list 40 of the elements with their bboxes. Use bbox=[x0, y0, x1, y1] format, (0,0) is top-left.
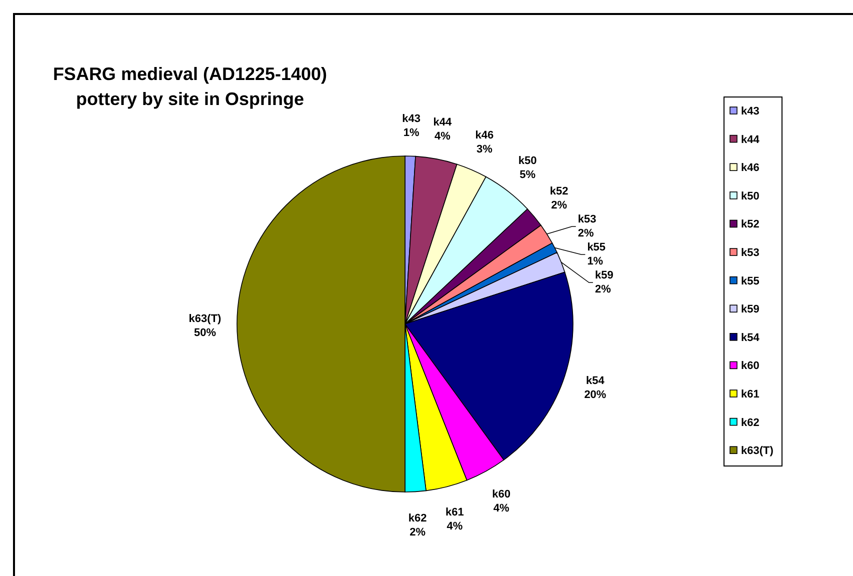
slice-label: k44 bbox=[433, 116, 453, 129]
slice-label: k55 bbox=[587, 242, 606, 254]
legend-label: k63(T) bbox=[741, 445, 774, 458]
chart-title: FSARG medieval (AD1225-1400) pottery by site in Ospringe bbox=[52, 64, 328, 109]
data-label: 4% bbox=[446, 520, 463, 533]
data-label: 2% bbox=[578, 228, 594, 240]
legend-label: k44 bbox=[741, 134, 760, 146]
legend-label: k52 bbox=[741, 218, 760, 231]
data-label: 4% bbox=[493, 502, 510, 514]
legend-label: k61 bbox=[741, 388, 760, 400]
data-label: 2% bbox=[551, 200, 568, 212]
slice-label: k43 bbox=[402, 113, 420, 126]
data-label: 2% bbox=[594, 284, 612, 296]
legend-label: k62 bbox=[741, 416, 760, 429]
legend-label: k43 bbox=[741, 106, 760, 118]
data-label: 1% bbox=[403, 127, 420, 140]
legend-label: k53 bbox=[741, 247, 760, 259]
data-label: 50% bbox=[194, 327, 216, 339]
data-label: 1% bbox=[587, 256, 604, 268]
legend-label: k59 bbox=[741, 304, 760, 316]
legend-label: k50 bbox=[741, 190, 760, 202]
slice-label: k62 bbox=[408, 512, 427, 525]
slice-label: k61 bbox=[446, 506, 464, 519]
legend-label: k55 bbox=[741, 275, 760, 288]
data-label: 5% bbox=[520, 168, 536, 181]
data-label: 3% bbox=[476, 143, 493, 156]
slice-label: k52 bbox=[550, 186, 568, 198]
data-label: 4% bbox=[434, 130, 451, 143]
slice-label: k60 bbox=[492, 488, 511, 500]
slice-label: k59 bbox=[594, 270, 614, 282]
slice-label: k46 bbox=[475, 129, 494, 142]
data-label: 20% bbox=[584, 388, 606, 401]
data-label: 2% bbox=[410, 526, 426, 539]
slice-label: k53 bbox=[578, 214, 596, 226]
slice-label: k63(T) bbox=[188, 313, 222, 325]
slice-label: k50 bbox=[518, 154, 537, 167]
legend-label: k60 bbox=[741, 360, 760, 372]
legend-label: k46 bbox=[741, 162, 760, 174]
slice-label: k54 bbox=[586, 374, 606, 387]
legend-label: k54 bbox=[741, 332, 760, 344]
